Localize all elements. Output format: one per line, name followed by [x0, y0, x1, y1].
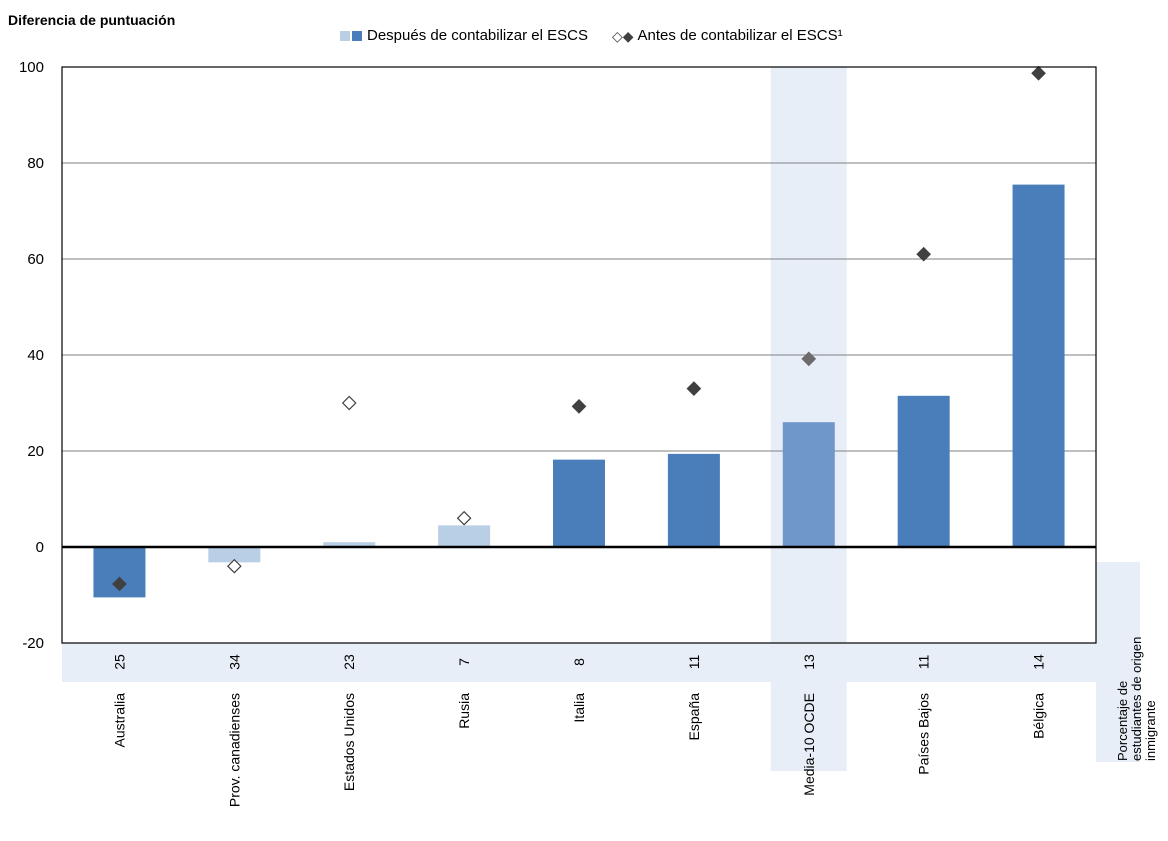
legend-swatch-dark	[352, 30, 362, 41]
immigrant-share-axis-label: inmigrante	[1143, 700, 1158, 761]
immigrant-share-value: 7	[456, 658, 472, 666]
y-tick-label: 60	[27, 251, 44, 268]
immigrant-share-value: 11	[686, 655, 702, 670]
x-tick-label: Media-10 OCDE	[801, 693, 817, 796]
marker-open-diamond	[341, 395, 357, 411]
immigrant-share-value: 25	[111, 654, 127, 670]
x-tick-label: España	[686, 693, 702, 741]
y-tick-label: 100	[19, 59, 44, 76]
x-tick-label: Bélgica	[1031, 693, 1047, 739]
immigrant-share-value: 13	[801, 654, 817, 670]
immigrant-share-value: 8	[571, 658, 587, 666]
immigrant-share-axis-label: Porcentaje de	[1115, 681, 1130, 761]
bar	[1012, 184, 1065, 547]
bar	[897, 395, 950, 547]
plot-frame	[61, 66, 1097, 644]
x-tick-label: Estados Unidos	[341, 693, 357, 791]
y-axis-title: Diferencia de puntuación	[8, 12, 176, 28]
legend-label-after: Después de contabilizar el ESCS	[367, 27, 588, 44]
legend-diamond-filled-icon: ◆	[622, 27, 634, 44]
x-tick-label: Países Bajos	[916, 693, 932, 775]
x-tick-label: Prov. canadienses	[226, 693, 242, 807]
immigrant-share-value: 14	[1031, 654, 1047, 670]
marker-filled-diamond	[801, 351, 817, 367]
y-tick-label: 0	[36, 539, 44, 556]
legend-label-before: Antes de contabilizar el ESCS¹	[637, 27, 843, 44]
y-tick-label: 20	[27, 443, 44, 460]
legend: Después de contabilizar el ESCS ◇ ◆ Ante…	[340, 27, 843, 44]
immigrant-share-value: 34	[226, 654, 242, 670]
bar	[667, 453, 720, 547]
marker-open-diamond	[226, 558, 242, 574]
bar	[323, 542, 376, 547]
marker-filled-diamond	[571, 399, 587, 414]
bar	[438, 525, 491, 547]
y-tick-label: -20	[22, 635, 44, 652]
marker-filled-diamond	[112, 576, 127, 592]
bar	[208, 547, 261, 563]
immigrant-share-label-band	[1096, 562, 1140, 762]
bar	[782, 422, 835, 547]
immigrant-share-value: 11	[916, 655, 932, 670]
marker-filled-diamond	[916, 246, 932, 262]
bar	[553, 459, 605, 547]
x-tick-label: Australia	[111, 693, 127, 748]
y-tick-label: 80	[27, 155, 44, 172]
marker-filled-diamond	[1031, 65, 1046, 81]
legend-diamond-open-icon: ◇	[611, 27, 623, 44]
immigrant-share-value: 23	[341, 654, 357, 670]
y-tick-label: 40	[27, 347, 44, 364]
marker-open-diamond	[456, 510, 472, 526]
marker-filled-diamond	[686, 381, 702, 396]
legend-swatch-light	[340, 30, 350, 41]
immigrant-share-axis-label: estudiantes de origen	[1129, 637, 1144, 761]
x-tick-label: Rusia	[456, 693, 472, 729]
x-tick-label: Italia	[571, 693, 587, 723]
immigrant-share-band	[62, 643, 1140, 682]
